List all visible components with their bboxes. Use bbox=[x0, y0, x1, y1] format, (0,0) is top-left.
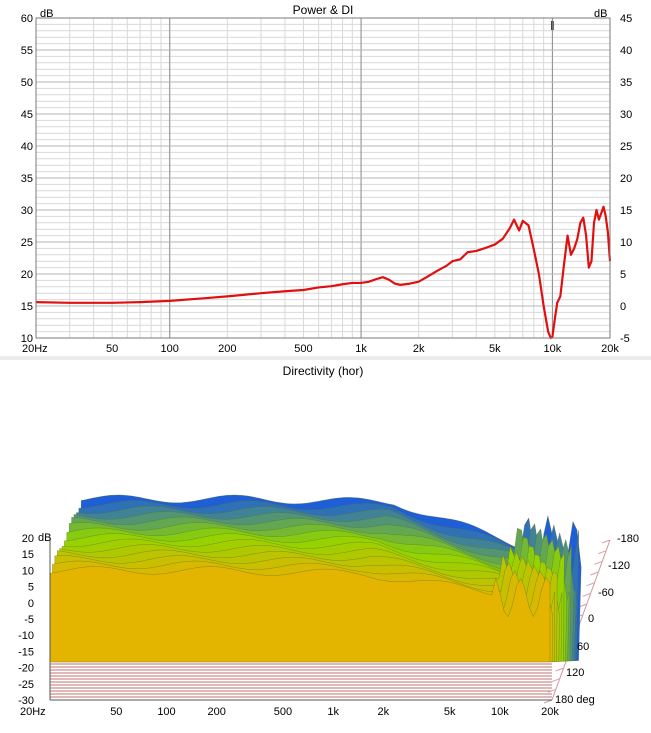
power-di-ytick-right-label: -5 bbox=[620, 333, 630, 345]
power-di-ytick-label: 40 bbox=[21, 141, 33, 153]
directivity-angle-label: -120 bbox=[608, 560, 630, 572]
directivity-ytick-label: -20 bbox=[18, 663, 34, 675]
power-di-xtick-label: 20k bbox=[601, 343, 619, 355]
power-di-ytick-label: 60 bbox=[21, 13, 33, 25]
directivity-xtick-label: 500 bbox=[274, 706, 292, 718]
power-di-xtick-label: 50 bbox=[106, 343, 118, 355]
directivity-ytick-label: 5 bbox=[28, 582, 34, 594]
directivity-ytick-label: 10 bbox=[22, 565, 34, 577]
directivity-ytick-label: -10 bbox=[18, 630, 34, 642]
directivity-angle-tick bbox=[590, 571, 599, 576]
power-di-xtick-label: 20Hz bbox=[22, 343, 48, 355]
power-di-xtick-label: 10k bbox=[544, 343, 562, 355]
directivity-ytick-label: 15 bbox=[22, 549, 34, 561]
power-di-ytick-right-label: 10 bbox=[620, 237, 632, 249]
directivity-angle-tick bbox=[597, 550, 607, 555]
power-di-ytick-right-label: 20 bbox=[620, 173, 632, 185]
directivity-xtick-label: 20k bbox=[541, 706, 559, 718]
directivity-ytick-label: -30 bbox=[18, 695, 34, 707]
power-di-ytick-right-label: 30 bbox=[620, 109, 632, 121]
directivity-angle-label: 180 deg bbox=[555, 694, 595, 706]
directivity-angle-label: 0 bbox=[588, 613, 594, 625]
power-di-xtick-label: 500 bbox=[294, 343, 312, 355]
directivity-angle-tick bbox=[582, 592, 591, 597]
directivity-ytick-label: 20 bbox=[22, 533, 34, 545]
power-di-ytick-label: 15 bbox=[21, 301, 33, 313]
directivity-ytick-label: -25 bbox=[18, 679, 34, 691]
power-di-xtick-label: 2k bbox=[413, 343, 425, 355]
power-di-ytick-label: 20 bbox=[21, 269, 33, 281]
power-di-title: Power & DI bbox=[293, 3, 354, 17]
directivity-xtick-label: 2k bbox=[378, 706, 390, 718]
directivity-ytick-label: -15 bbox=[18, 646, 34, 658]
directivity-angle-tick bbox=[555, 667, 564, 672]
directivity-xtick-label: 10k bbox=[491, 706, 509, 718]
directivity-angle-label: 60 bbox=[577, 641, 589, 653]
power-di-ytick-right-label: 15 bbox=[620, 205, 632, 217]
power-di-ytick-right-label: 35 bbox=[620, 77, 632, 89]
power-di-curve bbox=[35, 205, 612, 340]
power-di-ytick-label: 45 bbox=[21, 109, 33, 121]
directivity-ylabel: dB bbox=[38, 532, 51, 544]
power-di-ylabel-left: dB bbox=[40, 8, 53, 20]
power-di-ytick-label: 30 bbox=[21, 205, 33, 217]
chart-divider bbox=[0, 356, 651, 360]
power-di-ytick-right-label: 40 bbox=[620, 45, 632, 57]
directivity-xtick-label: 100 bbox=[157, 706, 175, 718]
power-di-ylabel-right: dB bbox=[594, 8, 607, 20]
directivity-angle-tick bbox=[601, 539, 611, 544]
directivity-layer bbox=[49, 566, 551, 663]
directivity-angle-label: -60 bbox=[598, 587, 614, 599]
power-di-ytick-right-label: 45 bbox=[620, 13, 632, 25]
directivity-xtick-label: 1k bbox=[327, 706, 339, 718]
power-di-ytick-right-label: 25 bbox=[620, 141, 632, 153]
directivity-title: Directivity (hor) bbox=[283, 364, 364, 378]
directivity-chart: Directivity (hor) 20151050-5-10-15-20-25… bbox=[18, 364, 639, 718]
power-di-ytick-right-label: 0 bbox=[620, 301, 626, 313]
power-di-xtick-label: 100 bbox=[161, 343, 179, 355]
power-di-xtick-label: 5k bbox=[489, 343, 501, 355]
power-di-ytick-right-label: 5 bbox=[620, 269, 626, 281]
power-di-xtick-label: 200 bbox=[218, 343, 236, 355]
directivity-angle-tick bbox=[547, 688, 557, 693]
power-di-plot-frame bbox=[35, 17, 611, 339]
directivity-angle-label: -180 bbox=[617, 533, 639, 545]
power-di-chart: 20Hz 50 100 200 500 1k 2k 5k 10k 20k1015202530354… bbox=[21, 3, 633, 355]
directivity-angle-tick bbox=[551, 678, 560, 683]
power-di-ytick-label: 55 bbox=[21, 45, 33, 57]
power-di-xtick-label: 1k bbox=[355, 343, 367, 355]
directivity-xtick-label: 5k bbox=[444, 706, 456, 718]
directivity-ytick-label: -5 bbox=[24, 614, 34, 626]
directivity-angle-label: 120 bbox=[566, 667, 584, 679]
directivity-xtick-label: 20Hz bbox=[20, 706, 46, 718]
power-di-ytick-label: 50 bbox=[21, 77, 33, 89]
directivity-angle-tick bbox=[594, 560, 603, 565]
directivity-ytick-label: 0 bbox=[28, 598, 34, 610]
directivity-floor-edge bbox=[551, 539, 611, 701]
power-di-ytick-label: 35 bbox=[21, 173, 33, 185]
directivity-xtick-label: 200 bbox=[207, 706, 225, 718]
directivity-xtick-label: 50 bbox=[110, 706, 122, 718]
power-di-ytick-label: 10 bbox=[21, 333, 33, 345]
directivity-angle-tick bbox=[586, 582, 595, 587]
power-di-ytick-label: 25 bbox=[21, 237, 33, 249]
